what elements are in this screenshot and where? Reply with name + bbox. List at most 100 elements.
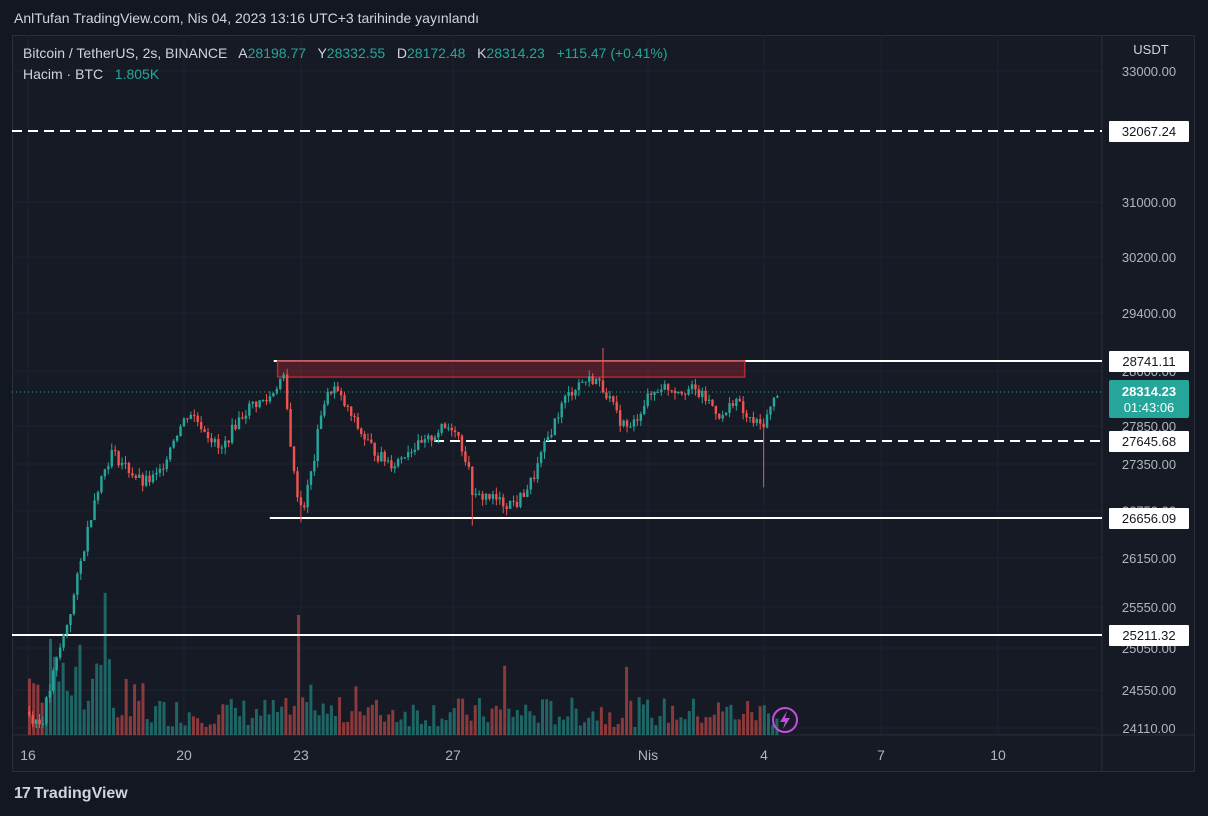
- candle-body: [776, 396, 779, 398]
- candle-body: [420, 440, 423, 443]
- volume-bar: [712, 714, 716, 735]
- lightning-icon[interactable]: [772, 707, 798, 733]
- candle-body: [453, 430, 457, 433]
- candle-body: [158, 468, 162, 473]
- price-tick-label: 27350.00: [1122, 457, 1176, 472]
- volume-bar: [494, 705, 498, 735]
- time-tick-label: 4: [760, 747, 768, 763]
- volume-bar: [267, 714, 271, 735]
- volume-bar: [612, 726, 616, 735]
- volume-bar: [650, 717, 654, 735]
- volume-bar: [158, 700, 162, 735]
- level-tag-label: 26656.09: [1122, 511, 1176, 526]
- candle-body: [189, 414, 193, 419]
- price-tick-label: 24550.00: [1122, 683, 1176, 698]
- volume-bar: [448, 712, 452, 735]
- candle-body: [536, 463, 539, 480]
- candle-body: [383, 451, 386, 462]
- price-tick-label: 30200.00: [1122, 250, 1176, 265]
- candle-body: [731, 403, 735, 406]
- volume-bar: [175, 702, 179, 735]
- candle-body: [413, 449, 417, 452]
- level-tag: [1109, 508, 1189, 529]
- candle-body: [144, 475, 148, 486]
- candle-body: [673, 390, 677, 394]
- volume-bar: [415, 710, 419, 735]
- candle-body: [217, 439, 220, 448]
- candle-body: [570, 392, 574, 396]
- volume-bar: [700, 722, 704, 735]
- volume-bar: [477, 698, 481, 735]
- volume-bar: [646, 699, 650, 735]
- candle-body: [728, 403, 731, 413]
- candle-body: [646, 393, 649, 406]
- candle-body: [100, 476, 103, 493]
- candle-body: [363, 433, 366, 440]
- candle-body: [333, 386, 336, 394]
- candle-body: [83, 551, 86, 561]
- price-tick-label: 24110.00: [1122, 721, 1175, 736]
- candle-body: [213, 439, 217, 443]
- candle-body: [687, 389, 690, 395]
- tradingview-brand[interactable]: 17 TradingView: [14, 785, 128, 803]
- volume-bar: [95, 663, 99, 735]
- currency-label: USDT: [1133, 42, 1168, 57]
- candle-body: [605, 392, 608, 399]
- volume-bar: [141, 683, 145, 735]
- price-tick-label: 26150.00: [1122, 551, 1176, 566]
- time-tick-label: 20: [176, 747, 192, 763]
- volume-bar: [549, 701, 553, 735]
- candle-body: [721, 415, 724, 419]
- candle-body: [532, 477, 536, 480]
- candle-body: [343, 395, 346, 406]
- candle-body: [220, 447, 224, 449]
- candle-body: [526, 489, 529, 498]
- candle-body: [65, 624, 69, 635]
- volume-bar: [482, 716, 486, 735]
- time-axis: 16 20 23 27 Nis 4 7 10: [20, 747, 1006, 763]
- candle-body: [683, 393, 687, 395]
- volume-bar: [465, 714, 469, 735]
- symbol-label[interactable]: Bitcoin / TetherUS, 2s, BINANCE: [23, 45, 228, 61]
- volume-bar: [329, 705, 333, 735]
- time-tick-label: 23: [293, 747, 309, 763]
- candle-body: [457, 432, 460, 436]
- candle-body: [433, 437, 437, 441]
- volume-bar: [725, 706, 729, 735]
- candle-body: [196, 415, 199, 423]
- volume-bar: [675, 719, 679, 735]
- candle-body: [636, 419, 639, 421]
- volume-bar: [519, 715, 523, 735]
- candle-body: [560, 403, 563, 418]
- candle-body: [588, 376, 591, 382]
- candle-body: [279, 378, 282, 389]
- candle-body: [701, 390, 704, 398]
- volume-bar: [32, 683, 36, 735]
- volume-bar: [246, 724, 250, 735]
- candle-body: [581, 381, 584, 383]
- candle-body: [567, 392, 570, 396]
- candle-body: [356, 416, 360, 429]
- volume-bar: [313, 710, 317, 735]
- price-chart[interactable]: USDT33000.0031000.0030200.0029400.002860…: [12, 35, 1195, 772]
- candle-body: [299, 497, 303, 506]
- volume-bar: [407, 726, 411, 735]
- candle-body: [268, 396, 272, 402]
- candle-body: [741, 401, 745, 414]
- candle-body: [241, 417, 244, 419]
- level-tags: 32067.24 28741.11 27645.68 26656.09 25211.32…: [1109, 121, 1189, 646]
- volume-label[interactable]: Hacim · BTC: [23, 66, 104, 82]
- volume-bar: [432, 705, 436, 735]
- candle-body: [210, 438, 213, 443]
- candle-body: [72, 594, 76, 615]
- volume-bar: [342, 722, 346, 735]
- candle-body: [390, 460, 393, 469]
- level-tag-label: 25211.32: [1122, 628, 1175, 643]
- volume-bar: [82, 709, 86, 735]
- candle-body: [522, 492, 526, 498]
- volume-bar: [288, 714, 292, 735]
- volume-bar: [103, 592, 107, 735]
- candle-body: [639, 413, 643, 421]
- candle-body: [450, 427, 453, 431]
- candle-body: [258, 400, 261, 408]
